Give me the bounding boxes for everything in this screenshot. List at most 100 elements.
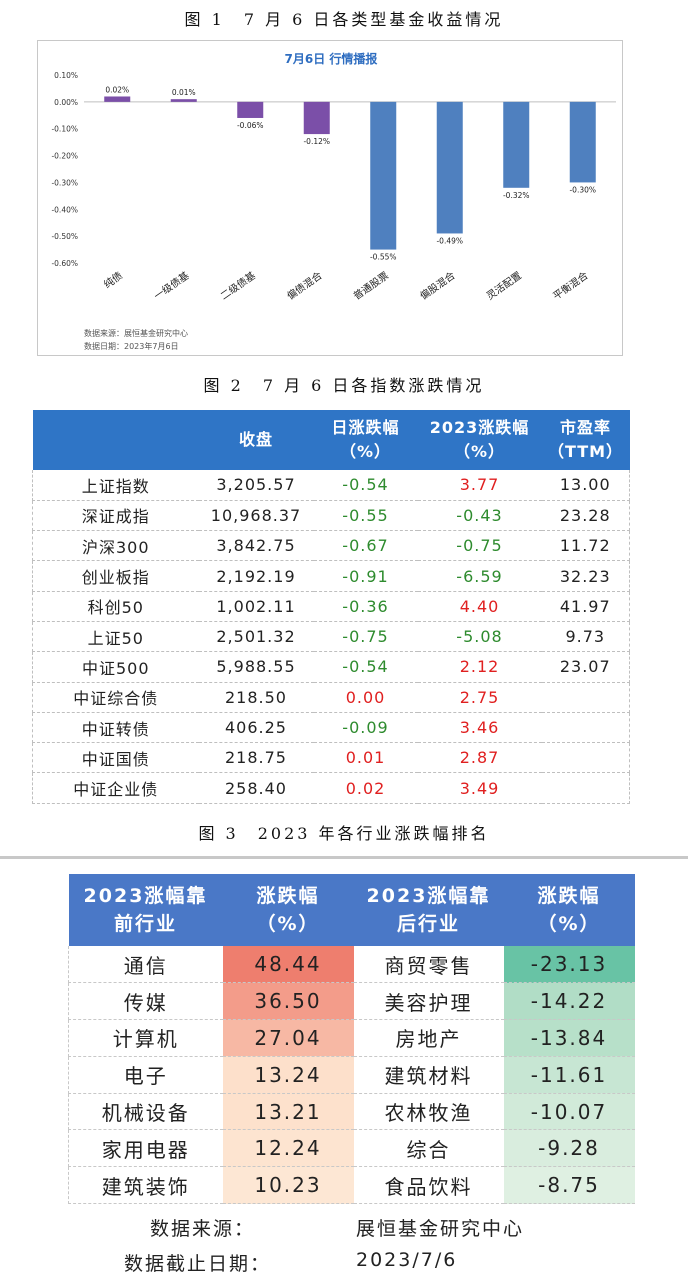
- index-ytd-change: 2.12: [417, 651, 542, 683]
- x-tick-label: 灵活配置: [484, 270, 524, 303]
- bottom-industry-name: 美容护理: [353, 982, 504, 1021]
- index-ytd-change: 4.40: [417, 591, 542, 622]
- index-header-0: [32, 410, 199, 470]
- y-tick-label: -0.30%: [51, 178, 78, 187]
- chart-title: 7月6日 行情播报: [285, 51, 378, 66]
- index-header-2: 日涨跌幅 （%）: [313, 410, 418, 470]
- industry-row: 通信 48.44 商贸零售 -23.13: [68, 946, 635, 984]
- y-tick-label: 0.10%: [54, 71, 78, 80]
- index-table-header: 收盘 日涨跌幅 （%） 2023涨跌幅 （%） 市盈率 （TTM）: [32, 410, 630, 470]
- y-tick-label: 0.00%: [54, 98, 78, 107]
- chart-source: 数据来源：展恒基金研究中心: [84, 329, 188, 338]
- bottom-industry-change: -10.07: [503, 1093, 635, 1131]
- bar: [170, 99, 197, 102]
- x-tick-label: 一级债基: [151, 269, 191, 303]
- bar: [569, 101, 596, 183]
- top-industry-change: 48.44: [222, 946, 354, 984]
- figure-3-caption: 图 3 2023 年各行业涨跌幅排名: [198, 824, 490, 843]
- industry-header-2: 2023涨幅靠 后行业: [353, 874, 504, 946]
- index-day-change: 0.02: [313, 772, 418, 804]
- index-row: 沪深300 3,842.75 -0.67 -0.75 11.72: [32, 530, 630, 562]
- index-name: 中证500: [32, 651, 199, 683]
- bottom-industry-name: 食品饮料: [353, 1166, 504, 1205]
- index-close: 1,002.11: [198, 591, 314, 622]
- index-day-change: -0.67: [313, 530, 418, 562]
- source-value: 展恒基金研究中心: [356, 1218, 525, 1240]
- industry-row: 家用电器 12.24 综合 -9.28: [68, 1129, 635, 1168]
- bar: [503, 101, 530, 188]
- index-close: 406.25: [198, 712, 314, 744]
- index-day-change: -0.36: [313, 591, 418, 622]
- data-label: 0.01%: [172, 88, 196, 97]
- bottom-industry-name: 综合: [353, 1129, 504, 1168]
- index-name: 深证成指: [32, 500, 199, 532]
- index-pe: [541, 712, 630, 744]
- industry-row: 电子 13.24 建筑材料 -11.61: [68, 1056, 635, 1094]
- index-pe: 13.00: [541, 470, 630, 501]
- x-tick-label: 平衡混合: [550, 269, 590, 303]
- index-pe: [541, 772, 630, 804]
- data-label: -0.30%: [569, 185, 596, 194]
- index-close: 2,192.19: [198, 560, 314, 592]
- data-label: -0.12%: [303, 137, 330, 146]
- bottom-industry-name: 房地产: [353, 1019, 504, 1057]
- y-tick-label: -0.60%: [51, 259, 78, 268]
- data-label: -0.32%: [503, 191, 530, 200]
- index-name: 中证综合债: [32, 682, 199, 713]
- fund-return-chart: 7月6日 行情播报 0.10% 0.00% -0.10% -0.20% -0.30% -0.…: [37, 40, 623, 356]
- bottom-industry-change: -14.22: [503, 982, 635, 1021]
- index-header-1: 收盘: [198, 410, 314, 470]
- data-label: -0.55%: [370, 253, 397, 262]
- top-industry-name: 机械设备: [68, 1093, 223, 1131]
- index-row: 中证国债 218.75 0.01 2.87: [32, 742, 630, 774]
- index-name: 中证企业债: [32, 772, 199, 804]
- index-pe: [541, 742, 630, 774]
- index-day-change: -0.55: [313, 500, 418, 532]
- index-day-change: 0.00: [313, 682, 418, 713]
- bottom-industry-name: 建筑材料: [353, 1056, 504, 1094]
- index-close: 10,968.37: [198, 500, 314, 532]
- data-label: 0.02%: [105, 85, 129, 94]
- index-ytd-change: 3.77: [417, 470, 542, 501]
- bottom-industry-name: 商贸零售: [353, 946, 504, 984]
- bottom-industry-change: -23.13: [503, 946, 635, 984]
- index-pe: 32.23: [541, 560, 630, 592]
- top-industry-change: 27.04: [222, 1019, 354, 1057]
- index-close: 218.50: [198, 682, 314, 713]
- bottom-industry-name: 农林牧渔: [353, 1093, 504, 1131]
- top-industry-change: 12.24: [222, 1129, 354, 1168]
- index-row: 中证企业债 258.40 0.02 3.49: [32, 772, 630, 804]
- top-industry-name: 建筑装饰: [68, 1166, 223, 1205]
- figure-2-caption: 图 2 7 月 6 日各指数涨跌情况: [203, 376, 485, 395]
- index-ytd-change: -0.75: [417, 530, 542, 562]
- index-row: 中证转债 406.25 -0.09 3.46: [32, 712, 630, 744]
- top-industry-name: 计算机: [68, 1019, 223, 1057]
- index-close: 5,988.55: [198, 651, 314, 683]
- index-pe: 41.97: [541, 591, 630, 622]
- bottom-industry-change: -9.28: [503, 1129, 635, 1168]
- index-ytd-change: 2.87: [417, 742, 542, 774]
- index-name: 上证指数: [32, 470, 199, 501]
- x-tick-label: 纯债: [101, 269, 125, 291]
- index-day-change: -0.09: [313, 712, 418, 744]
- index-close: 2,501.32: [198, 621, 314, 653]
- industry-row: 计算机 27.04 房地产 -13.84: [68, 1019, 635, 1057]
- industry-header-0: 2023涨幅靠 前行业: [68, 874, 223, 946]
- top-industry-change: 36.50: [222, 982, 354, 1021]
- industry-row: 机械设备 13.21 农林牧渔 -10.07: [68, 1093, 635, 1131]
- index-close: 3,205.57: [198, 470, 314, 501]
- date-label: 数据截止日期：: [124, 1253, 272, 1275]
- data-label: -0.06%: [237, 121, 264, 130]
- index-row: 中证500 5,988.55 -0.54 2.12 23.07: [32, 651, 630, 683]
- data-label: -0.49%: [436, 236, 463, 245]
- top-industry-name: 通信: [68, 946, 223, 984]
- bar-chart-canvas: 7月6日 行情播报 0.10% 0.00% -0.10% -0.20% -0.30% -0.…: [51, 51, 616, 303]
- top-industry-name: 家用电器: [68, 1129, 223, 1168]
- index-header-4: 市盈率 （TTM）: [541, 410, 630, 470]
- top-industry-change: 13.24: [222, 1056, 354, 1094]
- index-row: 创业板指 2,192.19 -0.91 -6.59 32.23: [32, 560, 630, 592]
- index-ytd-change: 3.46: [417, 712, 542, 744]
- chart-date: 数据日期：2023年7月6日: [84, 342, 179, 351]
- index-day-change: -0.54: [313, 651, 418, 683]
- index-name: 科创50: [32, 591, 199, 622]
